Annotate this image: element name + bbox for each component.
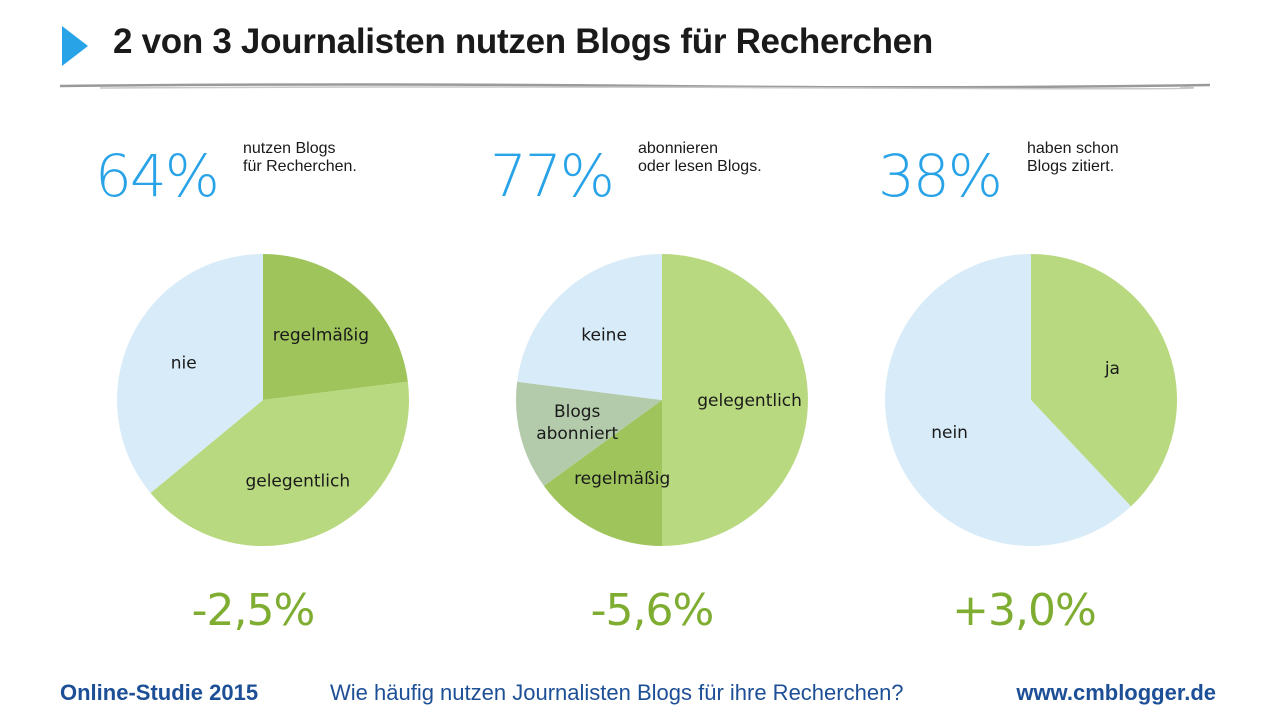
title-arrow-icon xyxy=(62,26,88,66)
pie-3-label-2: nein xyxy=(931,423,968,443)
stat-3-description: haben schon Blogs zitiert. xyxy=(1027,140,1119,220)
pie-2-slice-2 xyxy=(543,400,662,546)
pie-1-label-3: nie xyxy=(171,354,197,374)
pie-2-label-2: regelmäßig xyxy=(574,469,670,489)
pie-3-label-1: ja xyxy=(1104,359,1120,379)
stat-2-line2: oder lesen Blogs. xyxy=(638,158,762,175)
stat-3-line2: Blogs zitiert. xyxy=(1027,158,1115,175)
delta-1: -2,5% xyxy=(191,585,316,636)
stat-3-line1: haben schon xyxy=(1027,140,1119,157)
footer-study-label: Online-Studie 2015 xyxy=(60,680,259,705)
pie-2-slice-4 xyxy=(517,254,662,400)
pie-1-slice-2 xyxy=(150,381,410,546)
stat-2-line1: abonnieren xyxy=(638,140,719,157)
stat-2-percent: 77% xyxy=(490,142,615,210)
delta-3: +3,0% xyxy=(952,585,1097,636)
pie-chart-2: gelegentlich regelmäßig Blogs abonniert kein… xyxy=(515,254,808,546)
pie-1-slice-3 xyxy=(117,254,263,494)
pie-2-label-3: Blogs abonniert xyxy=(536,402,618,444)
stat-1-description: nutzen Blogs für Recherchen. xyxy=(243,140,357,220)
pie-1-label-2: gelegentlich xyxy=(245,471,350,491)
stat-3-percent: 38% xyxy=(878,142,1003,210)
delta-2: -5,6% xyxy=(590,585,715,636)
title-divider xyxy=(60,83,1210,90)
pie-2-label-4: keine xyxy=(581,325,627,345)
pie-chart-1: regelmäßig gelegentlich nie xyxy=(117,254,410,546)
footer-question: Wie häufig nutzen Journalisten Blogs für… xyxy=(330,680,904,705)
pie-1-label-1: regelmäßig xyxy=(273,325,369,345)
stat-2-description: abonnieren oder lesen Blogs. xyxy=(638,140,762,220)
pie-1-slice-1 xyxy=(263,254,408,400)
pie-2-slice-1 xyxy=(662,254,808,546)
page-title: 2 von 3 Journalisten nutzen Blogs für Re… xyxy=(113,22,933,61)
stat-1-percent: 64% xyxy=(95,142,220,210)
pie-2-label-1: gelegentlich xyxy=(697,391,802,411)
pie-2-slice-3 xyxy=(515,381,662,486)
stat-1-line1: nutzen Blogs xyxy=(243,140,336,157)
pie-3-slice-2 xyxy=(884,254,1131,546)
pie-3-slice-1 xyxy=(1031,254,1177,507)
footer-website-link[interactable]: www.cmblogger.de xyxy=(1016,680,1216,705)
stat-1-line2: für Recherchen. xyxy=(243,158,357,175)
pie-chart-3: ja nein xyxy=(884,254,1177,546)
